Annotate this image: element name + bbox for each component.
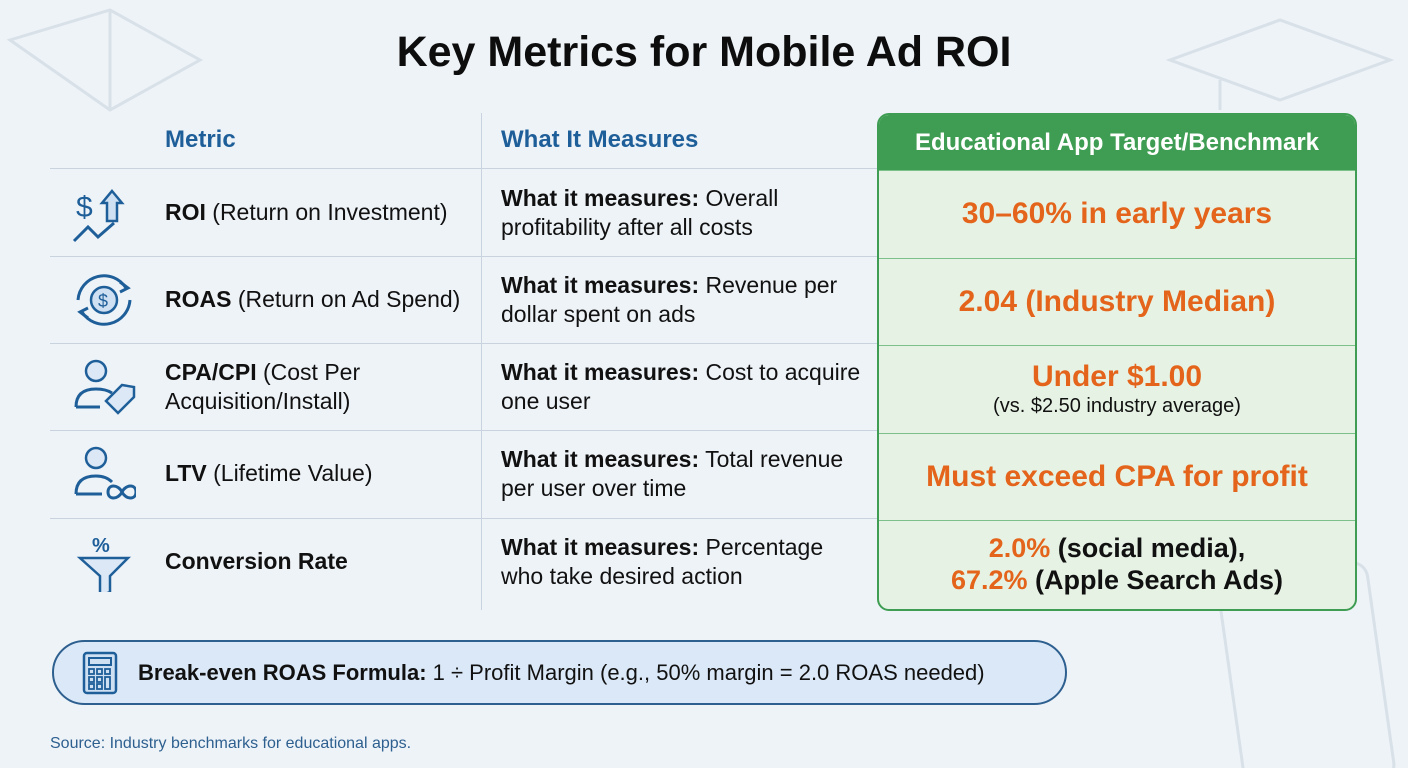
header-metric: Metric [165, 126, 236, 153]
row-divider [50, 518, 878, 519]
row-divider [50, 168, 878, 169]
user-tag-icon [74, 359, 136, 415]
source-note: Source: Industry benchmarks for educatio… [50, 735, 412, 752]
dollar-cycle-icon: $ [76, 274, 132, 326]
percent-funnel-icon: % [76, 535, 132, 592]
metric-name: LTV (Lifetime Value) [165, 460, 373, 486]
metric-name: ROI (Return on Investment) [165, 199, 448, 225]
benchmark-column: Educational App Target/Benchmark 30–60% … [877, 113, 1357, 611]
metric-description: What it measures: Revenue per dollar spe… [501, 271, 838, 327]
metric-description: What it measures: Overall profitability … [501, 184, 779, 240]
table-row: CPA/CPI (Cost Per Acquisition/Install) W… [50, 343, 878, 430]
svg-text:$: $ [98, 291, 108, 311]
book-icon [6, 8, 204, 112]
formula-label: Break-even ROAS Formula: [138, 659, 427, 685]
metric-name: Conversion Rate [165, 548, 348, 574]
svg-text:%: % [92, 535, 110, 557]
benchmark-cell: 30–60% in early years [879, 170, 1355, 258]
user-infinity-icon [74, 446, 136, 500]
benchmark-cell: Must exceed CPA for profit [879, 432, 1355, 521]
page-title: Key Metrics for Mobile Ad ROI [396, 28, 1012, 76]
row-divider [50, 256, 878, 257]
formula-banner: Break-even ROAS Formula: 1 ÷ Profit Marg… [52, 640, 1067, 705]
metric-description: What it measures: Total revenue per user… [501, 445, 844, 501]
graduation-cap-icon [1165, 18, 1395, 110]
svg-text:$: $ [76, 191, 93, 224]
metric-name: CPA/CPI (Cost Per Acquisition/Install) [165, 358, 361, 414]
table-row: $ ROAS (Return on Ad Spend) What it meas… [50, 256, 878, 343]
table-row: LTV (Lifetime Value) What it measures: T… [50, 430, 878, 517]
calculator-icon [82, 651, 118, 694]
metric-description: What it measures: Percentage who take de… [501, 533, 824, 589]
metric-description: What it measures: Cost to acquire one us… [501, 358, 861, 414]
benchmark-cell: Under $1.00 (vs. $2.50 industry average) [879, 345, 1355, 433]
row-divider [50, 430, 878, 431]
benchmark-cell: 2.0% (social media), 67.2% (Apple Search … [879, 520, 1355, 608]
formula-text: 1 ÷ Profit Margin (e.g., 50% margin = 2.… [426, 659, 985, 685]
header-measures: What It Measures [501, 126, 699, 153]
table-row: $ ROI (Return on Investment) What it mea… [50, 169, 878, 256]
dollar-growth-icon: $ [72, 189, 125, 243]
metric-name: ROAS (Return on Ad Spend) [165, 286, 461, 312]
header-target: Educational App Target/Benchmark [879, 115, 1355, 170]
row-divider [50, 343, 878, 344]
column-divider [481, 113, 482, 610]
table-row: % Conversion Rate What it measures: Perc… [50, 518, 878, 605]
benchmark-cell: 2.04 (Industry Median) [879, 257, 1355, 346]
